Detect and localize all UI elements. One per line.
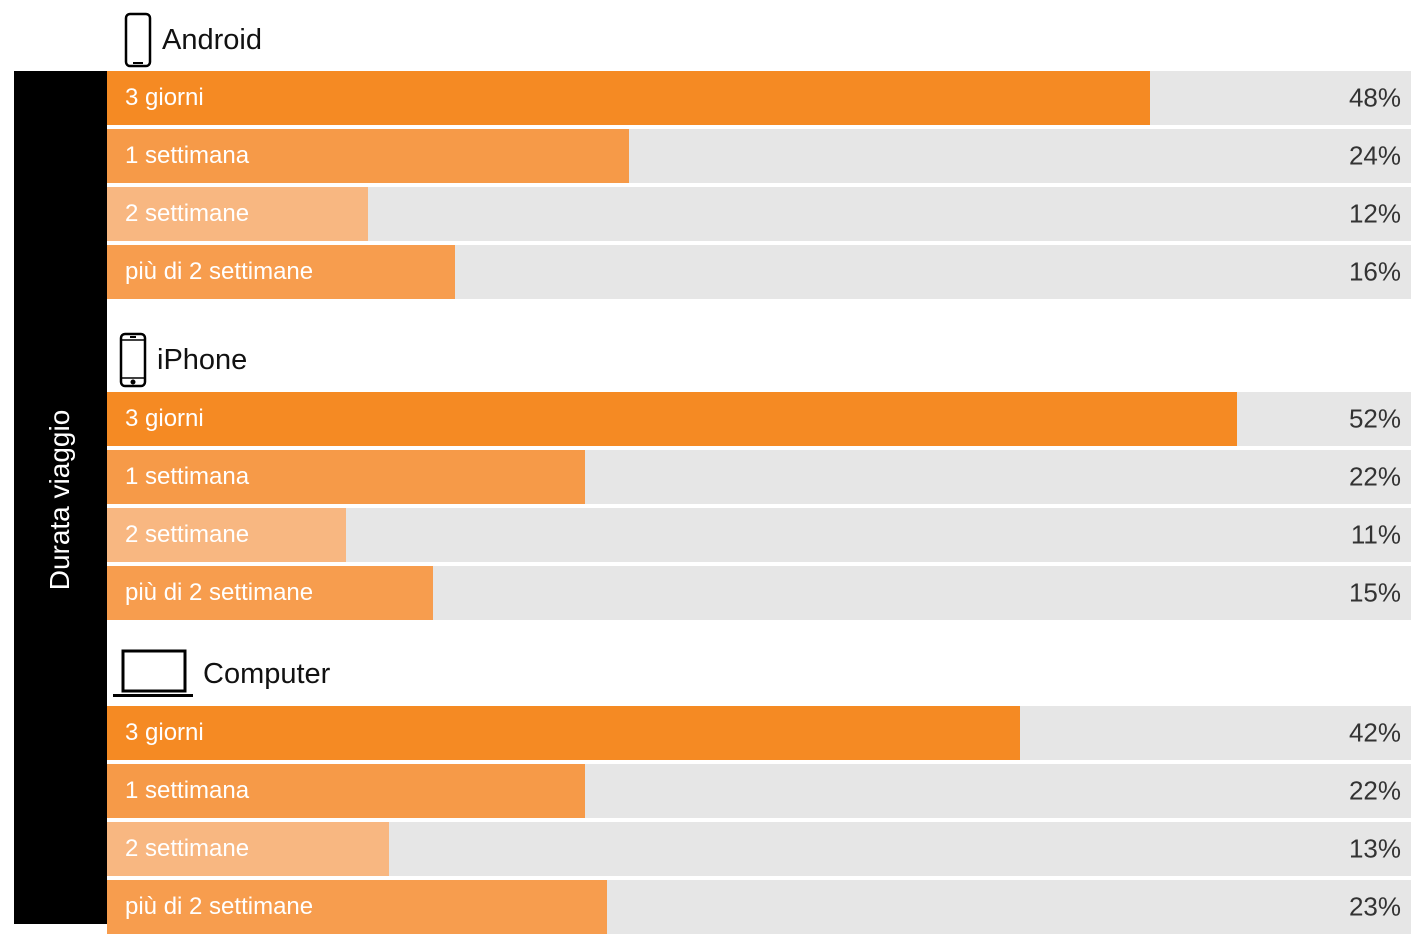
bar-row: 3 giorni 42%	[107, 706, 1411, 760]
bar	[107, 392, 1237, 446]
bar	[107, 822, 389, 876]
bar-value: 12%	[1348, 198, 1401, 229]
bar-value: 13%	[1348, 833, 1401, 864]
bar	[107, 450, 585, 504]
bar-row: più di 2 settimane 16%	[107, 245, 1411, 299]
bar	[107, 706, 1020, 760]
bar-row: 3 giorni 52%	[107, 392, 1411, 446]
bar-row: più di 2 settimane 23%	[107, 880, 1411, 934]
bar-row: 1 settimana 24%	[107, 129, 1411, 183]
bar-label: 1 settimana	[125, 142, 250, 169]
bar-label: più di 2 settimane	[125, 579, 314, 606]
laptop-icon	[113, 648, 193, 700]
group-header-android: Android	[124, 12, 262, 68]
bar-label: più di 2 settimane	[125, 258, 314, 285]
bar	[107, 764, 585, 818]
bar-label: più di 2 settimane	[125, 893, 314, 920]
group-header-computer: Computer	[113, 648, 330, 700]
bar-label: 1 settimana	[125, 777, 250, 804]
axis-label: Durata viaggio	[44, 409, 75, 591]
bar-label: 2 settimane	[125, 200, 250, 227]
bar-label: 3 giorni	[125, 84, 204, 111]
bar-value: 11%	[1350, 519, 1401, 550]
bar	[107, 129, 629, 183]
bar-value: 52%	[1348, 403, 1401, 434]
bar-value: 42%	[1348, 717, 1401, 748]
bar-value: 22%	[1348, 775, 1401, 806]
bar-row: 1 settimana 22%	[107, 764, 1411, 818]
bar-value: 48%	[1348, 82, 1401, 113]
bar-value: 22%	[1348, 461, 1401, 492]
bar-row: 2 settimane 11%	[107, 508, 1411, 562]
bar-label: 2 settimane	[125, 521, 250, 548]
bar-row: 2 settimane 12%	[107, 187, 1411, 241]
bar-row: più di 2 settimane 15%	[107, 566, 1411, 620]
smartphone-icon	[124, 12, 152, 68]
bar-row: 1 settimana 22%	[107, 450, 1411, 504]
side-panel	[14, 71, 107, 924]
group-header-iphone: iPhone	[119, 332, 247, 388]
bar-value: 15%	[1348, 577, 1401, 608]
bar-value: 16%	[1348, 256, 1401, 287]
bar-value: 24%	[1348, 140, 1401, 171]
group-title: iPhone	[157, 343, 248, 376]
bar	[107, 245, 455, 299]
bar	[107, 187, 368, 241]
iphone-icon	[119, 332, 147, 388]
bar-row: 2 settimane 13%	[107, 822, 1411, 876]
bar-label: 3 giorni	[125, 719, 204, 746]
group-title: Computer	[203, 657, 331, 690]
bar	[107, 508, 346, 562]
bar-value: 23%	[1348, 891, 1401, 922]
bar	[107, 71, 1150, 125]
bar	[107, 566, 433, 620]
bar-label: 2 settimane	[125, 835, 250, 862]
bar-label: 3 giorni	[125, 405, 204, 432]
bar-label: 1 settimana	[125, 463, 250, 490]
group-title: Android	[162, 23, 262, 56]
bar-row: 3 giorni 48%	[107, 71, 1411, 125]
